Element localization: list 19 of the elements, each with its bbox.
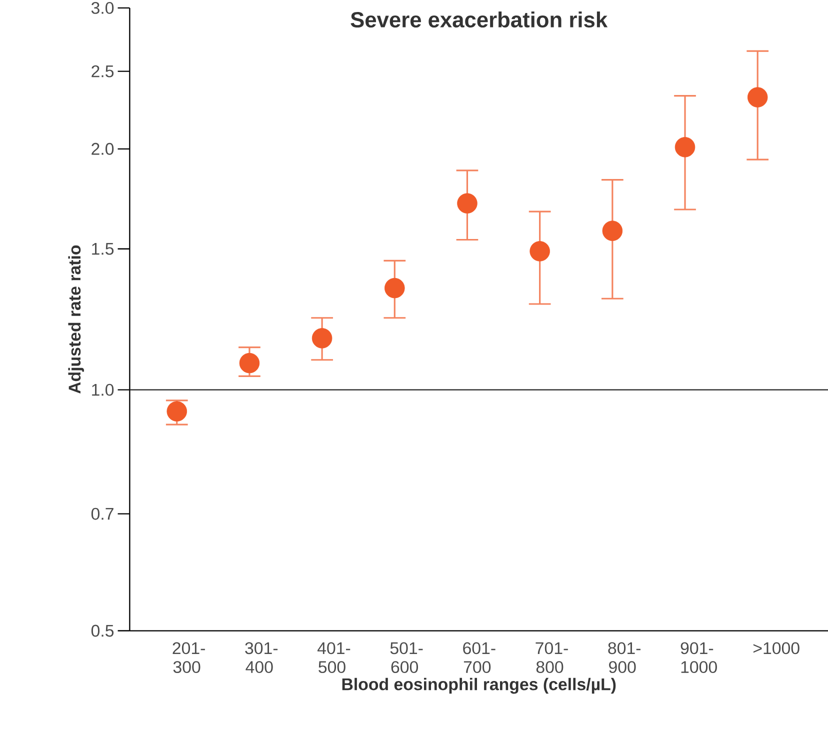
x-tick-label: >1000 (753, 642, 800, 654)
x-tick-label: 601-700 (463, 642, 496, 674)
x-tick-label: 301-400 (245, 642, 278, 674)
x-tick-label: 801-900 (608, 642, 640, 674)
x-tick-label: 201-300 (172, 642, 205, 674)
chart-title: Severe exacerbation risk (350, 11, 608, 28)
y-tick-label: 0.5 (91, 624, 114, 637)
x-tick-label: 701-800 (536, 642, 568, 674)
y-axis-title: Adjusted rate ratio (68, 245, 84, 394)
y-tick-label: 0.7 (91, 508, 114, 520)
x-axis-title: Blood eosinophil ranges (cells/µL) (342, 678, 616, 694)
y-tick-label: 1.0 (92, 384, 114, 396)
x-tick-label: 501-600 (390, 642, 423, 674)
y-tick-label: 1.5 (92, 243, 114, 255)
y-tick-label: 3.0 (91, 2, 114, 14)
y-tick-label: 2.5 (92, 65, 114, 78)
x-tick-label: 401-500 (317, 642, 350, 674)
y-tick-label: 2.0 (92, 142, 114, 155)
x-tick-label: 901-1000 (680, 642, 717, 674)
